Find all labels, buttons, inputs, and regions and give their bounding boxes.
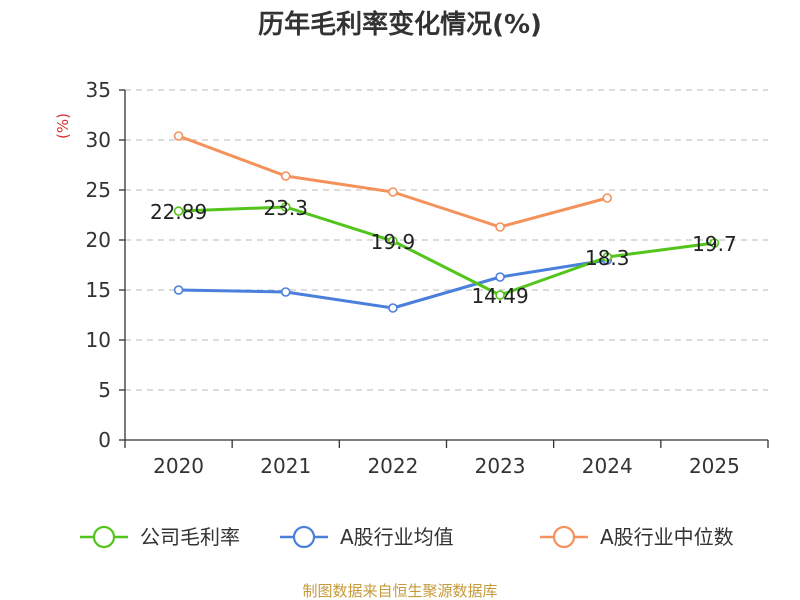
y-tick-label: 30: [86, 128, 111, 152]
y-tick-label: 20: [86, 228, 111, 252]
y-axis-unit-label: (%): [54, 113, 72, 139]
data-point-2-2: [388, 187, 398, 197]
legend-marker-0: [92, 525, 116, 549]
data-point-0-5: [709, 238, 720, 248]
data-point-0-1: [280, 202, 291, 212]
data-label-0-3: 14.49: [471, 284, 528, 308]
data-point-1-0: [173, 285, 184, 295]
legend-label-2: A股行业中位数: [600, 525, 734, 549]
data-point-0-2: [388, 236, 398, 246]
y-tick-label: 0: [98, 428, 111, 452]
legend-item-2: A股行业中位数: [540, 525, 734, 549]
data-point-2-3: [495, 222, 505, 232]
series-lines: [173, 131, 720, 313]
x-tick-label: 2023: [475, 454, 526, 478]
series-line-1: [177, 258, 609, 310]
legend-label-0: 公司毛利率: [140, 525, 240, 549]
data-label-0-5: 19.7: [692, 232, 737, 256]
legend-label-1: A股行业均值: [340, 525, 454, 549]
data-label-0-1: 23.3: [263, 196, 308, 220]
data-point-0-4: [602, 252, 613, 262]
data-label-0-4: 18.3: [585, 246, 630, 270]
data-point-0-0: [173, 206, 184, 216]
data-point-0-3: [495, 290, 505, 300]
legend-item-1: A股行业均值: [280, 525, 454, 549]
data-point-1-3: [495, 272, 505, 282]
source-note: 制图数据来自恒生聚源数据库: [302, 582, 497, 600]
series-line-0: [177, 205, 716, 297]
chart-title: 历年毛利率变化情况(%): [258, 9, 542, 40]
y-tick-label: 5: [98, 378, 111, 402]
data-point-2-1: [280, 171, 291, 181]
data-label-0-2: 19.9: [371, 230, 416, 254]
x-tick-label: 2021: [260, 454, 311, 478]
data-point-1-2: [388, 303, 398, 313]
x-tick-label: 2025: [689, 454, 740, 478]
series-line-2: [177, 134, 609, 229]
data-point-2-0: [173, 131, 184, 141]
gridlines: [125, 89, 768, 391]
x-tick-label: 2020: [153, 454, 204, 478]
data-labels: 22.89 23.3 19.9 14.49 18.3 19.7: [150, 196, 737, 308]
data-point-2-4: [602, 193, 613, 203]
legend-marker-2: [552, 525, 576, 549]
y-tick-label: 35: [86, 78, 111, 102]
y-tick-label: 15: [86, 278, 111, 302]
y-tick-label: 25: [86, 178, 111, 202]
data-point-1-1: [280, 287, 291, 297]
x-tick-label: 2022: [367, 454, 418, 478]
x-tick-label: 2024: [582, 454, 633, 478]
legend: 公司毛利率 A股行业均值 A股行业中位数: [80, 525, 734, 549]
y-tick-label: 10: [86, 328, 111, 352]
data-label-0-0: 22.89: [150, 200, 207, 224]
legend-item-0: 公司毛利率: [80, 525, 240, 549]
legend-marker-1: [292, 525, 316, 549]
